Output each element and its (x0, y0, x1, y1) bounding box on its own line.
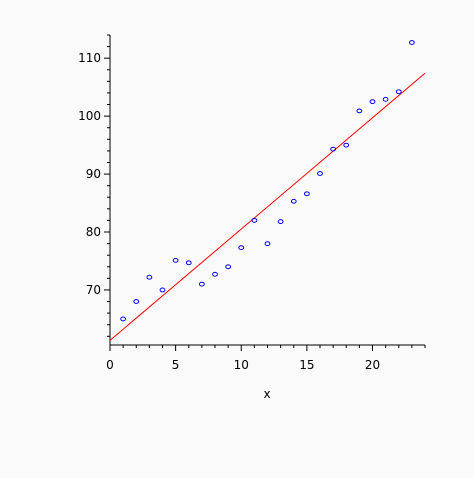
data-point (172, 258, 179, 263)
fit-line (109, 72, 426, 341)
data-point (133, 299, 140, 304)
y-tick-label: 100 (78, 109, 101, 123)
data-point (277, 219, 284, 224)
data-point (317, 171, 323, 176)
plot-marks (109, 40, 426, 341)
data-point (408, 40, 415, 45)
data-point (303, 191, 310, 197)
data-point (290, 198, 297, 204)
y-tick-label: 90 (86, 167, 101, 181)
data-point (369, 99, 376, 105)
x-tick-label: 20 (365, 358, 380, 372)
data-point (330, 146, 337, 152)
data-point (120, 316, 127, 322)
data-point (159, 287, 166, 293)
data-point (198, 281, 205, 287)
data-point (343, 142, 350, 148)
x-tick-label: 0 (106, 358, 114, 372)
data-point (264, 241, 271, 246)
data-point (238, 245, 245, 251)
data-point (356, 108, 363, 114)
data-point (146, 274, 153, 280)
x-axis-label: x (263, 387, 270, 401)
x-tick-label: 15 (299, 358, 314, 372)
data-point (212, 271, 218, 277)
y-tick-label: 80 (86, 225, 101, 239)
x-tick-label: 5 (172, 358, 180, 372)
data-point (382, 96, 389, 102)
axes: 0 5 10 15 20 70 80 90 100 110 (78, 34, 426, 372)
data-point (251, 218, 258, 223)
x-tick-label: 10 (234, 358, 249, 372)
data-point (395, 89, 402, 95)
y-tick-label: 70 (86, 283, 101, 297)
y-tick-label: 110 (78, 51, 101, 65)
data-point (185, 260, 192, 266)
data-point (225, 264, 232, 270)
